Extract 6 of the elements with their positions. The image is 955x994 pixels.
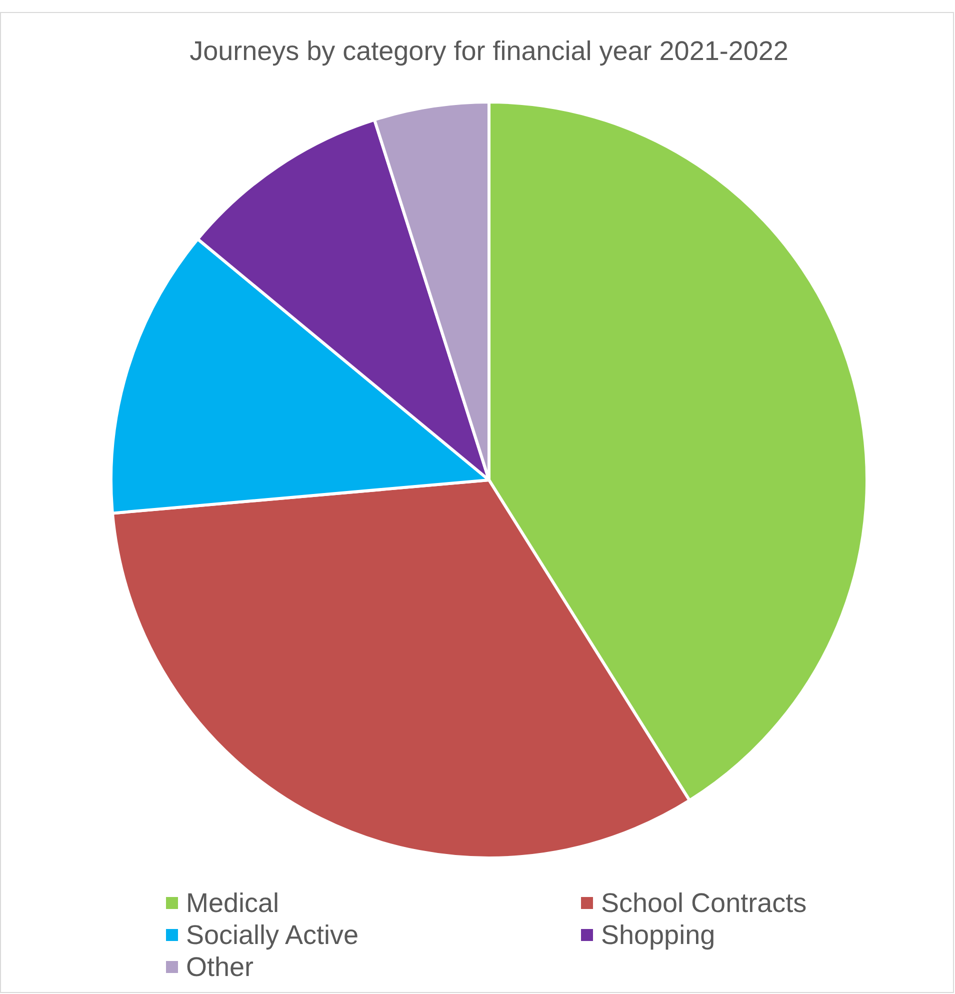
- legend-label: Other: [186, 952, 254, 982]
- legend-label: Shopping: [601, 920, 716, 950]
- chart-title: Journeys by category for financial year 2021-2022: [190, 36, 788, 66]
- legend-label: School Contracts: [601, 888, 807, 918]
- legend-label: Socially Active: [186, 920, 359, 950]
- legend-label: Medical: [186, 888, 280, 918]
